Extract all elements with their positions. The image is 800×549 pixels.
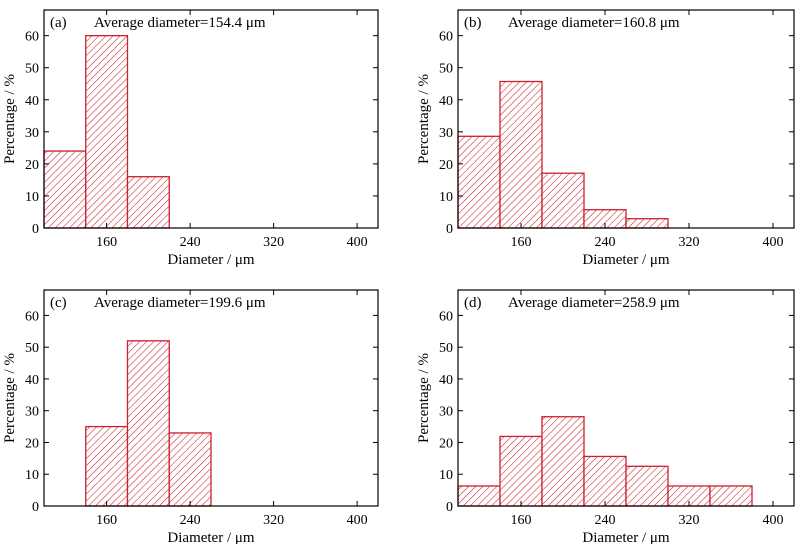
average-diameter-label-c: Average diameter=199.6 μm	[94, 295, 266, 311]
y-tick-label-d-60: 60	[439, 309, 453, 324]
y-tick-label-b-10: 10	[439, 190, 453, 205]
y-tick-label-c-0: 0	[32, 500, 39, 515]
y-tick-label-c-10: 10	[25, 468, 39, 483]
x-tick-label-d-400: 400	[763, 513, 784, 528]
bar-d-3	[541, 416, 585, 507]
bar-b-2	[499, 80, 543, 229]
average-diameter-label-d: Average diameter=258.9 μm	[508, 295, 680, 311]
y-tick-label-a-10: 10	[25, 190, 39, 205]
x-tick-label-a-160: 160	[96, 235, 117, 250]
panel-label-c: (c)	[50, 295, 67, 311]
bar-d-5	[625, 465, 669, 507]
x-tick-label-b-400: 400	[763, 235, 784, 250]
bar-a-2	[85, 34, 129, 229]
y-tick-label-d-20: 20	[439, 436, 453, 451]
y-tick-label-a-0: 0	[32, 222, 39, 237]
y-axis-title-a: Percentage / %	[2, 74, 18, 164]
y-tick-label-a-60: 60	[25, 30, 39, 45]
bars-b	[457, 80, 669, 229]
x-tick-label-a-320: 320	[263, 235, 284, 250]
x-axis-title-b: Diameter / μm	[582, 252, 670, 268]
plot-frame-c	[43, 289, 379, 507]
panel-d: 0 10 20 30 40 50 60 160 240 320 400 Diameter / μm Pe…	[416, 289, 795, 546]
y-tick-label-a-30: 30	[25, 126, 39, 141]
bar-d-4	[583, 455, 627, 507]
x-axis-title-d: Diameter / μm	[582, 530, 670, 544]
y-tick-label-b-40: 40	[439, 94, 453, 109]
x-tick-label-d-240: 240	[595, 513, 616, 528]
panel-label-a: (a)	[50, 15, 67, 31]
x-axis-title-c: Diameter / μm	[167, 530, 255, 544]
x-tick-label-b-320: 320	[679, 235, 700, 250]
bar-c-3	[168, 432, 212, 507]
x-tick-label-c-240: 240	[180, 513, 201, 528]
y-axis-title-d: Percentage / %	[416, 353, 432, 443]
y-tick-label-a-20: 20	[25, 158, 39, 173]
bars-c	[85, 340, 212, 507]
y-tick-label-d-50: 50	[439, 341, 453, 356]
y-tick-label-a-40: 40	[25, 94, 39, 109]
bar-c-2	[126, 340, 170, 507]
y-tick-label-d-40: 40	[439, 373, 453, 388]
panel-label-d: (d)	[464, 295, 482, 311]
y-tick-label-c-50: 50	[25, 341, 39, 356]
bar-b-5	[625, 218, 669, 229]
panel-label-b: (b)	[464, 15, 482, 31]
y-tick-label-b-30: 30	[439, 126, 453, 141]
y-tick-label-a-50: 50	[25, 62, 39, 77]
y-axis-title-c: Percentage / %	[2, 353, 18, 443]
plot-frame-a	[43, 9, 379, 229]
y-axis-title-b: Percentage / %	[416, 74, 432, 164]
x-tick-label-b-160: 160	[511, 235, 532, 250]
y-tick-label-b-0: 0	[446, 222, 453, 237]
x-tick-label-c-400: 400	[347, 513, 368, 528]
average-diameter-label-a: Average diameter=154.4 μm	[94, 15, 266, 31]
x-tick-label-a-240: 240	[180, 235, 201, 250]
y-tick-label-b-50: 50	[439, 62, 453, 77]
panel-c: 0 10 20 30 40 50 60 160 240 320 400 Diameter / μm Pe…	[2, 289, 379, 546]
bars-a	[43, 34, 170, 229]
x-tick-label-d-320: 320	[679, 513, 700, 528]
x-tick-label-c-160: 160	[96, 513, 117, 528]
x-tick-label-c-320: 320	[263, 513, 284, 528]
bar-d-7	[709, 485, 753, 507]
y-tick-label-d-0: 0	[446, 500, 453, 515]
x-axis-title-a: Diameter / μm	[167, 252, 255, 268]
panel-b: 0 10 20 30 40 50 60 160 240 320 400 Diameter / μm Pe…	[416, 9, 795, 268]
bar-a-1	[43, 150, 87, 229]
x-tick-label-a-400: 400	[347, 235, 368, 250]
y-tick-label-d-10: 10	[439, 468, 453, 483]
bar-b-1	[457, 135, 501, 229]
y-tick-label-d-30: 30	[439, 405, 453, 420]
x-tick-label-b-240: 240	[595, 235, 616, 250]
bar-b-3	[541, 172, 585, 229]
bars-d	[457, 416, 753, 507]
bar-a-3	[126, 176, 170, 229]
plot-frame-b	[457, 9, 795, 229]
y-tick-label-c-40: 40	[25, 373, 39, 388]
bar-d-1	[457, 485, 501, 507]
plot-frame-d	[457, 289, 795, 507]
x-tick-label-d-160: 160	[511, 513, 532, 528]
bar-c-1	[85, 425, 129, 507]
y-tick-label-c-20: 20	[25, 436, 39, 451]
bar-d-2	[499, 435, 543, 507]
y-tick-label-b-60: 60	[439, 30, 453, 45]
average-diameter-label-b: Average diameter=160.8 μm	[508, 15, 680, 31]
y-tick-label-c-30: 30	[25, 405, 39, 420]
panel-a: 0 10 20 30 40 50 60 160 240 320 400 Diameter / μm Pe…	[2, 9, 379, 268]
y-tick-label-c-60: 60	[25, 309, 39, 324]
y-tick-label-b-20: 20	[439, 158, 453, 173]
